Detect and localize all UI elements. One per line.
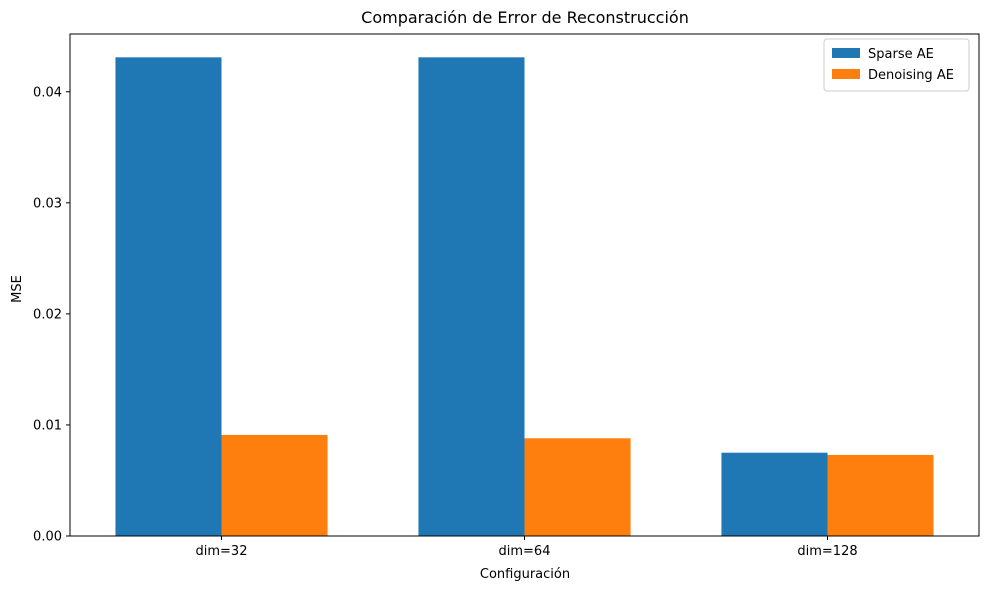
- x-tick-label: dim=128: [797, 544, 857, 559]
- legend-box: [823, 38, 970, 92]
- bar-denoising-ae-dim-128: [827, 454, 934, 536]
- legend-swatch: [832, 48, 860, 58]
- bars-layer: [115, 57, 934, 537]
- y-tick-label: 0.01: [33, 418, 62, 433]
- legend-swatch: [832, 69, 860, 79]
- y-tick-label: 0.00: [33, 530, 62, 545]
- legend-label: Sparse AE: [868, 47, 934, 62]
- bar-denoising-ae-dim-64: [524, 438, 631, 536]
- x-axis-title: Configuración: [480, 567, 570, 582]
- bar-sparse-ae-dim-128: [721, 452, 828, 536]
- x-tick-label: dim=64: [499, 544, 551, 559]
- bar-sparse-ae-dim-32: [115, 57, 222, 537]
- x-tick-label: dim=32: [196, 544, 248, 559]
- legend: Sparse AE Denoising AE: [823, 38, 970, 92]
- bar-denoising-ae-dim-32: [221, 434, 328, 536]
- y-axis-title: MSE: [10, 275, 25, 303]
- axes-layer: 0.00 0.01 0.02 0.03 0.04 dim=32 dim=64 dim=128: [33, 33, 980, 559]
- bar-sparse-ae-dim-64: [418, 57, 525, 537]
- y-tick-label: 0.02: [33, 307, 62, 322]
- y-tick-label: 0.04: [33, 85, 62, 100]
- legend-label: Denoising AE: [868, 68, 954, 83]
- y-tick-label: 0.03: [33, 196, 62, 211]
- chart-title: Comparación de Error de Reconstrucción: [361, 8, 689, 27]
